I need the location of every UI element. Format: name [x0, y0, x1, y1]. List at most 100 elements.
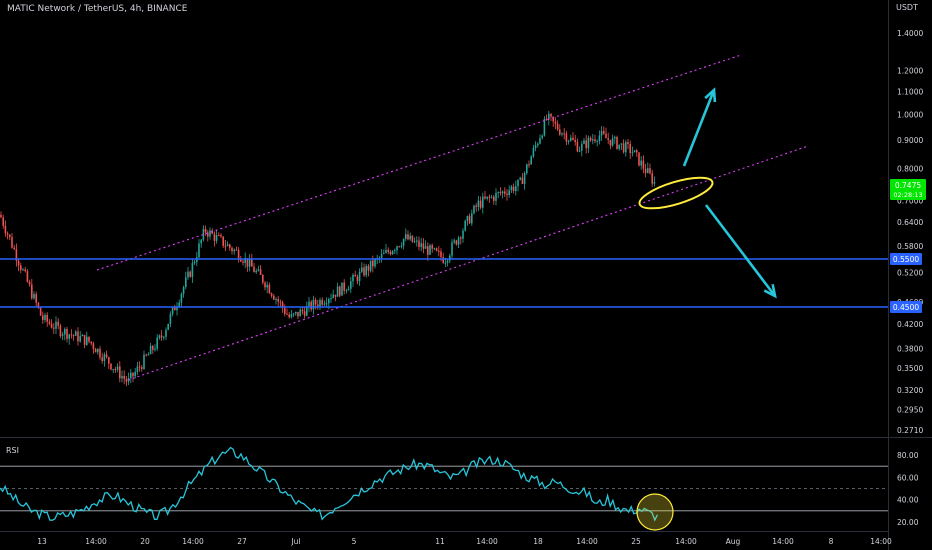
candle-body: [539, 138, 541, 144]
candle-body: [369, 260, 372, 271]
candle-body: [0, 214, 2, 218]
candle-body: [275, 299, 277, 301]
candle-body: [347, 288, 350, 291]
candle-body: [64, 328, 66, 335]
candle-body: [321, 299, 323, 305]
candle-body: [495, 192, 497, 201]
candle-body: [303, 311, 306, 316]
candle-body: [578, 150, 581, 152]
price-tick-label: 0.5800: [897, 242, 923, 251]
candle-body: [647, 168, 649, 173]
candle-body: [55, 321, 57, 329]
candle-body: [620, 143, 623, 145]
candle-body: [526, 164, 528, 174]
candle-body: [387, 249, 389, 252]
candle-body: [427, 246, 429, 255]
candle-body: [609, 139, 612, 146]
last-price-value: 0.7475: [895, 181, 921, 190]
candle-body: [2, 217, 4, 226]
time-tick-label: 14:00: [772, 537, 794, 546]
candle-body: [402, 238, 405, 246]
candle-body: [605, 133, 607, 139]
candle-body: [356, 276, 359, 282]
candle-body: [618, 144, 620, 149]
rsi-highlight-circle: [636, 493, 674, 531]
candle-body: [653, 181, 656, 184]
candle-body: [312, 299, 315, 310]
candle-body: [570, 137, 572, 141]
price-tick-label: 0.3200: [897, 386, 923, 395]
candle-body: [438, 250, 440, 252]
candle-body: [262, 274, 264, 283]
arrow-up-head: [704, 87, 717, 103]
candle-body: [631, 152, 634, 154]
price-unit-label: USDT: [896, 3, 918, 12]
candle-body: [345, 290, 348, 292]
candle-body: [123, 376, 125, 379]
candle-body: [523, 173, 526, 184]
candle-body: [145, 354, 147, 356]
candle-body: [99, 348, 101, 358]
candle-body: [70, 334, 73, 336]
candle-body: [638, 152, 640, 166]
candle-body: [132, 372, 134, 377]
highlight-ellipse: [638, 176, 714, 210]
candle-body: [286, 313, 288, 315]
candle-body: [134, 371, 136, 377]
candle-body: [363, 267, 365, 276]
arrow-down-head: [763, 283, 777, 299]
time-tick-label: 14:00: [476, 537, 498, 546]
candle-body: [37, 302, 40, 308]
candle-body: [61, 334, 64, 336]
time-tick-label: 14:00: [85, 537, 107, 546]
price-tick-label: 0.5200: [897, 268, 923, 277]
candle-body: [125, 378, 128, 382]
time-tick-label: 5: [352, 537, 357, 546]
candle-body: [114, 369, 117, 371]
candle-body: [112, 369, 114, 371]
candle-body: [400, 245, 403, 247]
candle-body: [420, 243, 422, 247]
candle-body: [248, 259, 251, 267]
candle-body: [31, 284, 33, 299]
candle-body: [75, 331, 77, 336]
candle-body: [572, 137, 574, 140]
candle-body: [158, 335, 161, 338]
candle-body: [240, 259, 242, 262]
candle-body: [548, 113, 550, 120]
candle-body: [110, 363, 112, 370]
candle-body: [633, 150, 636, 153]
candle-body: [508, 190, 510, 196]
candle-body: [506, 193, 508, 196]
candle-body: [121, 376, 123, 379]
candle-body: [273, 295, 275, 300]
candle-body: [189, 271, 191, 277]
time-tick-label: 14:00: [576, 537, 598, 546]
candle-body: [521, 177, 524, 184]
candle-body: [323, 303, 326, 305]
candle-body: [24, 269, 26, 272]
candle-body: [350, 281, 352, 289]
candle-body: [314, 299, 317, 305]
rsi-tick-label: 40.00: [897, 496, 919, 505]
candle-body: [596, 140, 598, 142]
candle-body: [429, 245, 431, 255]
candle-body: [559, 129, 561, 135]
candle-body: [611, 138, 614, 146]
candle-body: [169, 313, 172, 324]
level-price-tag: [890, 253, 922, 265]
candle-body: [488, 196, 491, 198]
candle-body: [431, 245, 433, 249]
candle-body: [385, 249, 387, 253]
price-tick-label: 0.4200: [897, 320, 923, 329]
time-tick-label: 8: [829, 537, 834, 546]
candle-body: [561, 133, 563, 135]
candle-body: [636, 150, 638, 153]
rsi-tick-label: 60.00: [897, 473, 919, 482]
candle-body: [475, 205, 477, 207]
candle-body: [11, 237, 13, 248]
candle-body: [336, 286, 339, 297]
candle-body: [493, 196, 495, 201]
candle-body: [616, 137, 618, 149]
